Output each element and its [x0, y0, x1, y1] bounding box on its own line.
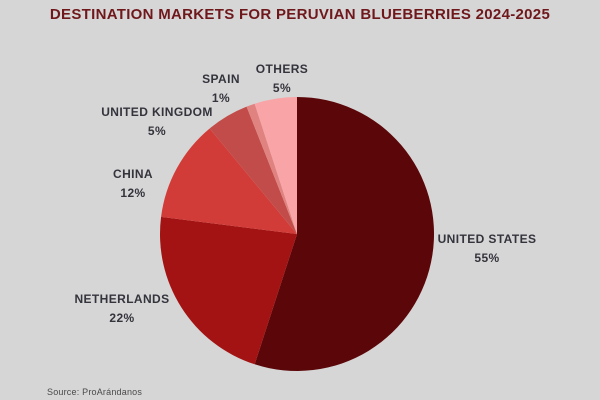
source-credit: Source: ProArándanos — [47, 387, 143, 397]
slice-label-spain: SPAIN 1% — [202, 70, 240, 108]
pie-slice-spain — [246, 103, 297, 235]
slice-label-united-states: UNITED STATES 55% — [438, 230, 537, 268]
pie-slice-united-kingdom — [209, 106, 297, 234]
slice-percentage: 55% — [474, 251, 500, 265]
pie-slice-united-states — [254, 97, 434, 371]
pie-chart — [160, 97, 434, 371]
slice-percentage: 22% — [109, 311, 135, 325]
slice-name: CHINA — [113, 167, 153, 181]
pie-slice-netherlands — [160, 216, 297, 365]
slice-name: UNITED STATES — [437, 232, 537, 246]
pie-slice-china — [161, 128, 297, 234]
slice-label-china: CHINA 12% — [113, 165, 153, 203]
slice-label-others: OTHERS 5% — [256, 60, 308, 98]
slice-percentage: 5% — [147, 124, 167, 138]
slice-label-netherlands: NETHERLANDS 22% — [74, 290, 169, 328]
slice-label-united-kingdom: UNITED KINGDOM 5% — [101, 103, 213, 141]
slice-name: UNITED KINGDOM — [101, 105, 213, 119]
pie-slice-others — [254, 97, 297, 234]
slice-name: SPAIN — [202, 72, 240, 86]
slice-percentage: 5% — [272, 81, 292, 95]
slice-percentage: 12% — [120, 186, 146, 200]
chart-title: DESTINATION MARKETS FOR PERUVIAN BLUEBER… — [49, 6, 551, 23]
slice-percentage: 1% — [211, 91, 231, 105]
slice-name: NETHERLANDS — [74, 292, 170, 306]
slice-name: OTHERS — [255, 62, 309, 76]
